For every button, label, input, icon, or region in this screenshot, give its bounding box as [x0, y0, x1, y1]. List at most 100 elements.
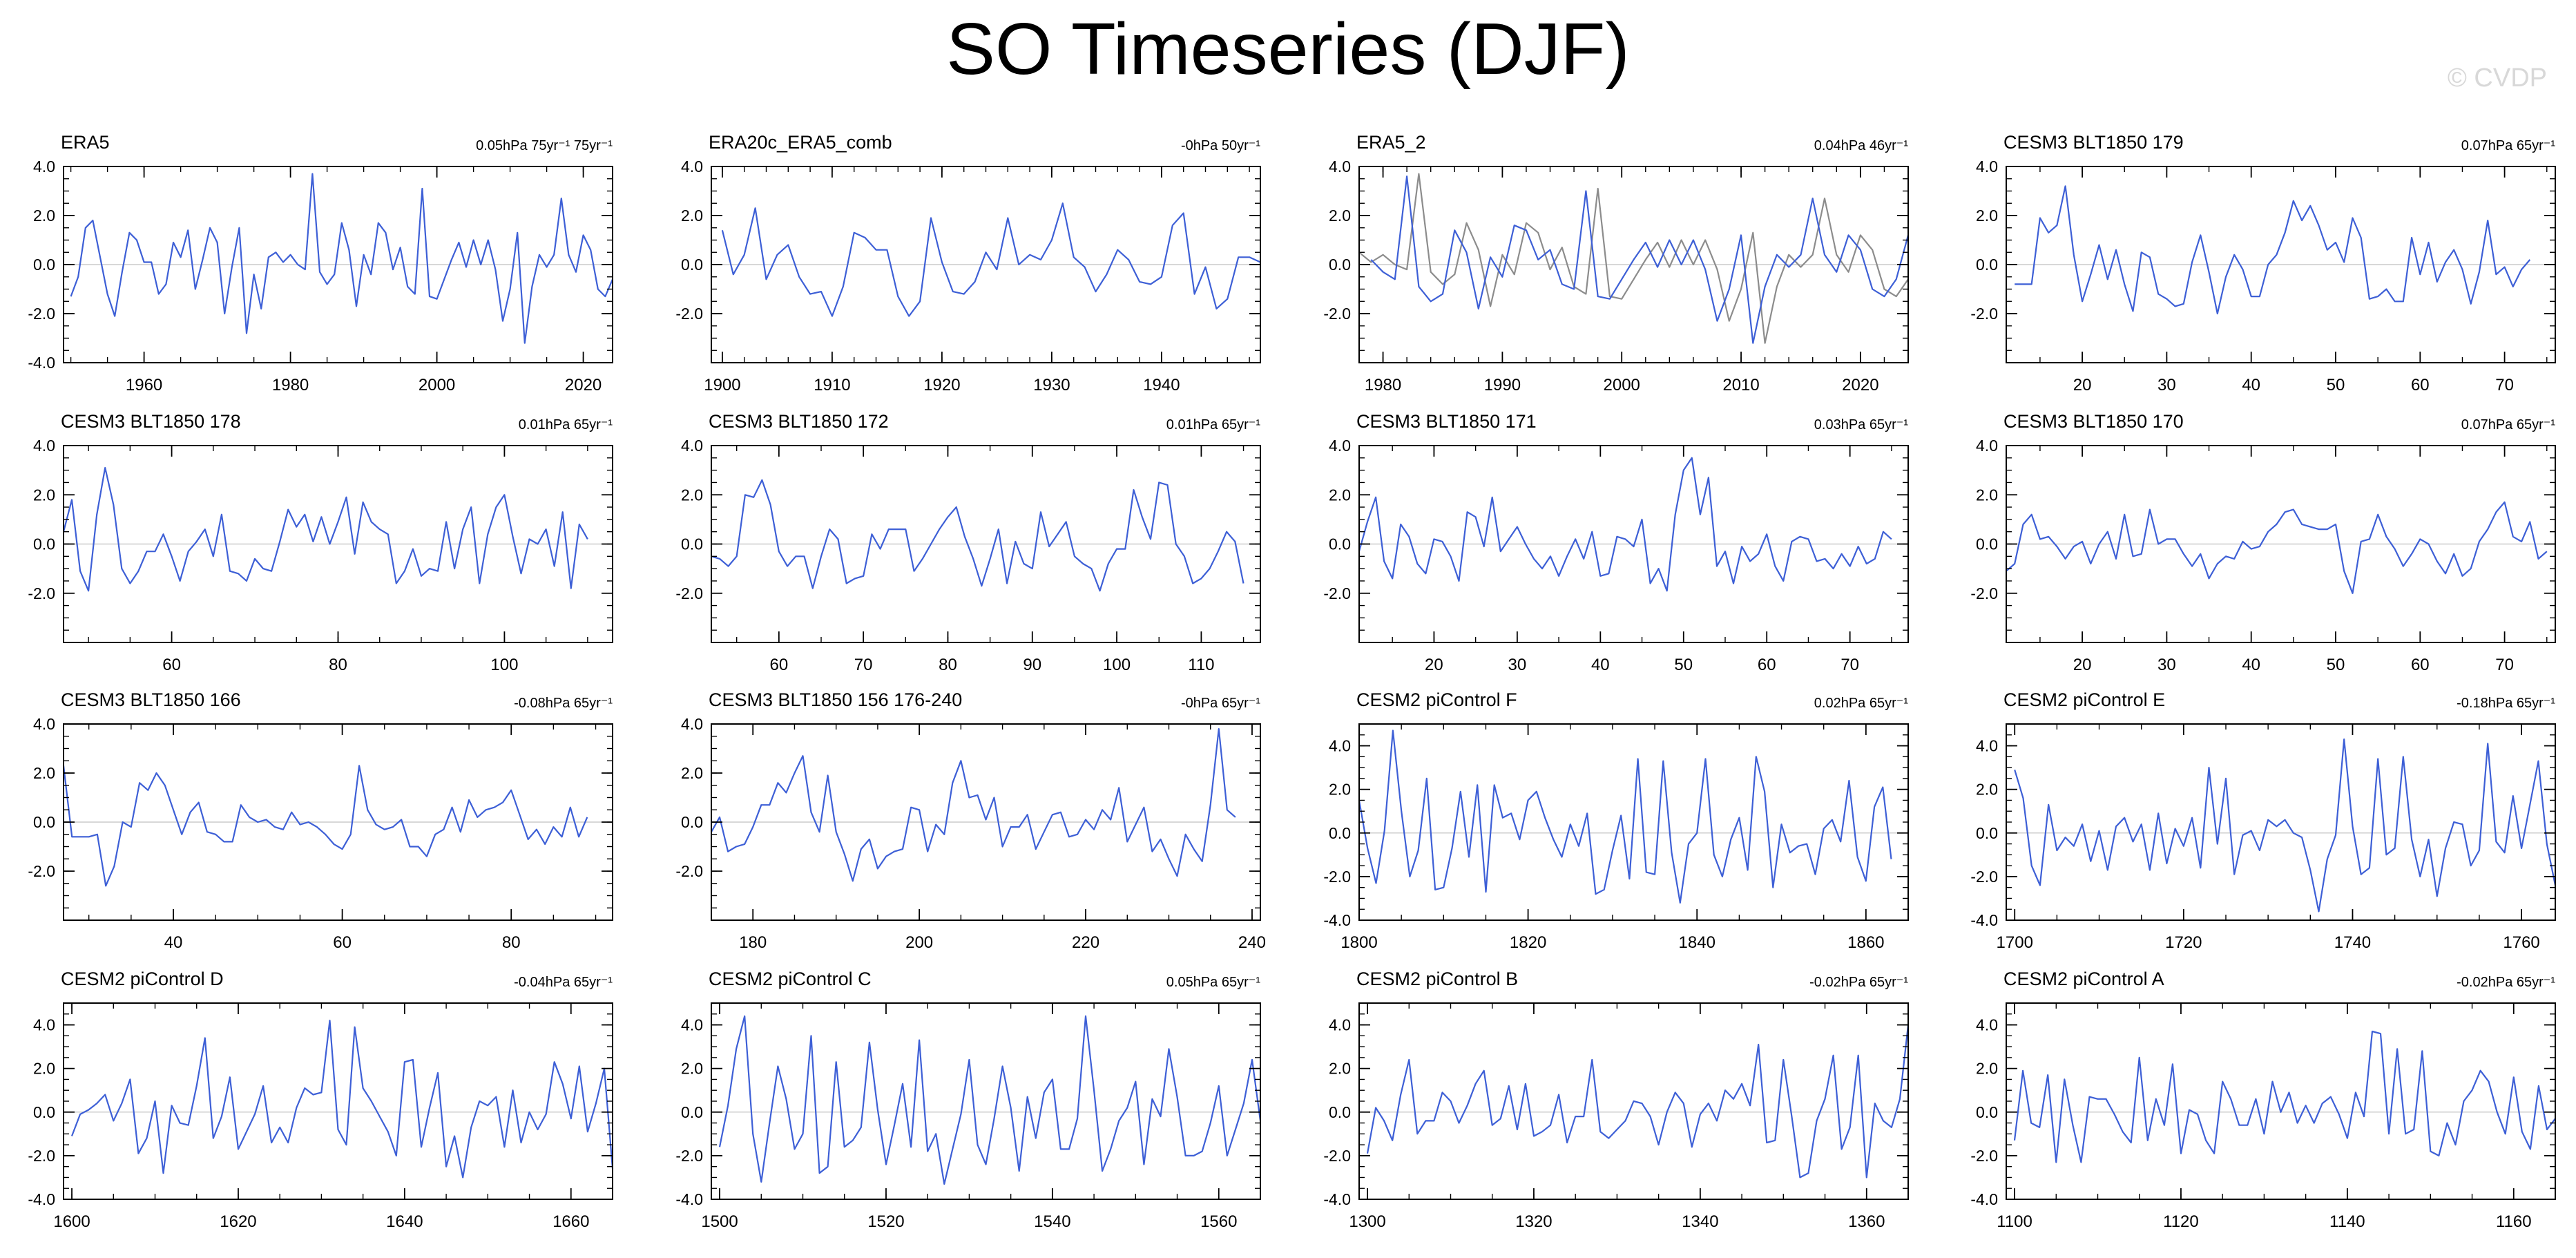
panel-stat: 0.07hPa 65yr⁻¹	[2461, 138, 2555, 153]
x-tick-label: 1340	[1682, 1212, 1718, 1231]
x-tick-label: 200	[905, 933, 933, 952]
x-tick-label: 1900	[704, 376, 740, 394]
panel-stat: -0hPa 65yr⁻¹	[1180, 696, 1260, 711]
y-tick-label: 2.0	[33, 764, 55, 782]
y-tick-label: 0.0	[681, 1103, 703, 1121]
panel-stat: 0.01hPa 65yr⁻¹	[1166, 417, 1260, 432]
y-tick-label: -2.0	[1970, 584, 1998, 602]
x-tick-label: 60	[2411, 656, 2430, 674]
x-tick-label: 90	[1023, 656, 1041, 674]
x-tick-label: 100	[490, 656, 518, 674]
x-tick-label: 1980	[272, 376, 309, 394]
panel-title: CESM3 BLT1850 172	[709, 411, 889, 432]
x-tick-label: 80	[329, 656, 347, 674]
x-tick-label: 1640	[386, 1212, 423, 1231]
x-tick-label: 1910	[814, 376, 850, 394]
x-tick-label: 1860	[1847, 933, 1884, 952]
panel-13: CESM2 piControl D -0.04hPa 65yr⁻¹ 1600 1620…	[28, 969, 614, 1231]
y-tick-label: -2.0	[28, 584, 55, 602]
panel-12: CESM2 piControl E -0.18hPa 65yr⁻¹ 1700 1720…	[1970, 689, 2557, 952]
series-line-1	[2015, 185, 2531, 315]
y-tick-label: 4.0	[1976, 1016, 1998, 1034]
panel-stat: -0.04hPa 65yr⁻¹	[514, 975, 613, 990]
x-tick-label: 70	[2495, 656, 2514, 674]
panel-9: CESM3 BLT1850 166 -0.08hPa 65yr⁻¹ 40 60 80 -2…	[28, 689, 613, 952]
panel-15: CESM2 piControl B -0.02hPa 65yr⁻¹ 1300 1320…	[1323, 969, 1910, 1231]
y-tick-label: -2.0	[28, 862, 55, 880]
x-tick-label: 60	[769, 656, 788, 674]
plot-frame	[711, 1002, 1261, 1200]
panel-title: ERA5	[61, 132, 110, 153]
y-tick-label: 4.0	[681, 715, 703, 733]
y-tick-label: -4.0	[1970, 1190, 1998, 1208]
y-tick-label: -2.0	[675, 862, 703, 880]
x-tick-label: 1930	[1033, 376, 1070, 394]
y-tick-label: -2.0	[675, 584, 703, 602]
plot-frame	[1358, 166, 1909, 363]
x-tick-label: 1990	[1484, 376, 1521, 394]
series-line-1	[2014, 738, 2557, 913]
x-tick-label: 1300	[1349, 1212, 1385, 1231]
x-tick-label: 1560	[1200, 1212, 1237, 1231]
y-tick-label: -2.0	[28, 305, 55, 323]
plot-area: 1500 1520 1540 1560 -4.0 -2.0 0.0 2.0 4.0	[675, 1002, 1262, 1231]
plot-frame	[711, 445, 1261, 643]
plot-area: 1600 1620 1640 1660 -4.0 -2.0 0.0 2.0 4.0	[28, 1002, 614, 1231]
plot-frame	[1358, 445, 1909, 643]
plot-area: 1900 1910 1920 1930 1940 -2.0 0.0 2.0 4.0	[675, 158, 1261, 394]
plot-frame	[2006, 723, 2556, 921]
y-tick-label: 2.0	[1976, 781, 1998, 799]
y-tick-label: 4.0	[1329, 158, 1351, 175]
plot-frame	[711, 166, 1261, 363]
panel-stat: 0.07hPa 65yr⁻¹	[2461, 417, 2555, 432]
y-tick-label: 0.0	[1976, 535, 1998, 553]
panel-8: CESM3 BLT1850 170 0.07hPa 65yr⁻¹ 20 30 40 50 6…	[1970, 411, 2556, 674]
x-tick-label: 20	[2073, 376, 2092, 394]
panel-stat: 0.03hPa 65yr⁻¹	[1814, 417, 1908, 432]
y-tick-label: 2.0	[1976, 486, 1998, 504]
plot-frame	[2006, 445, 2556, 643]
x-tick-label: 2010	[1722, 376, 1759, 394]
plot-area: 60 70 80 90 100 110 -2.0 0.0 2.0 4.0	[675, 437, 1261, 674]
x-tick-label: 1360	[1848, 1212, 1885, 1231]
x-tick-label: 100	[1103, 656, 1131, 674]
panel-5: CESM3 BLT1850 178 0.01hPa 65yr⁻¹ 60 80 100 -2…	[28, 411, 613, 674]
x-tick-label: 1140	[2329, 1212, 2365, 1231]
plot-frame	[63, 445, 613, 643]
y-tick-label: 4.0	[33, 437, 55, 455]
plot-area: 1800 1820 1840 1860 -4.0 -2.0 0.0 2.0 4.0	[1323, 723, 1909, 952]
panel-3: ERA5_2 0.04hPa 46yr⁻¹ 1980 1990 2000 2010 2020…	[1323, 132, 1910, 394]
x-tick-label: 20	[2073, 656, 2092, 674]
x-tick-label: 70	[854, 656, 873, 674]
series-line-1	[718, 1015, 1262, 1185]
x-tick-label: 1320	[1515, 1212, 1552, 1231]
y-tick-label: -2.0	[1323, 305, 1351, 323]
plot-frame	[63, 723, 613, 921]
y-tick-label: 4.0	[1329, 437, 1351, 455]
panel-title: CESM2 piControl C	[709, 969, 872, 989]
y-tick-label: 0.0	[1329, 1103, 1351, 1121]
panel-stat: 0.05hPa 75yr⁻¹ 75yr⁻¹	[476, 138, 613, 153]
panel-stat: 0.01hPa 65yr⁻¹	[518, 417, 613, 432]
series-line-2	[1370, 175, 1910, 344]
x-tick-label: 1660	[552, 1212, 589, 1231]
x-tick-label: 80	[502, 933, 521, 952]
panel-2: ERA20c_ERA5_comb -0hPa 50yr⁻¹ 1900 1910 1920…	[675, 132, 1261, 394]
watermark: © CVDP	[2447, 64, 2547, 93]
y-tick-label: 4.0	[681, 158, 703, 175]
x-tick-label: 1520	[867, 1212, 904, 1231]
panel-stat: -0hPa 50yr⁻¹	[1180, 138, 1260, 153]
x-tick-label: 2020	[1842, 376, 1878, 394]
x-tick-label: 1100	[1997, 1212, 2032, 1231]
y-tick-label: -2.0	[675, 305, 703, 323]
x-tick-label: 1620	[220, 1212, 256, 1231]
x-tick-label: 1700	[1997, 933, 2033, 952]
y-tick-label: -4.0	[675, 1190, 703, 1208]
plot-area: 1700 1720 1740 1760 -4.0 -2.0 0.0 2.0 4.0	[1970, 723, 2557, 952]
y-tick-label: 4.0	[1976, 437, 1998, 455]
x-tick-label: 1940	[1143, 376, 1180, 394]
y-tick-label: 2.0	[681, 764, 703, 782]
y-tick-label: 2.0	[681, 486, 703, 504]
panel-title: CESM3 BLT1850 171	[1356, 411, 1537, 432]
